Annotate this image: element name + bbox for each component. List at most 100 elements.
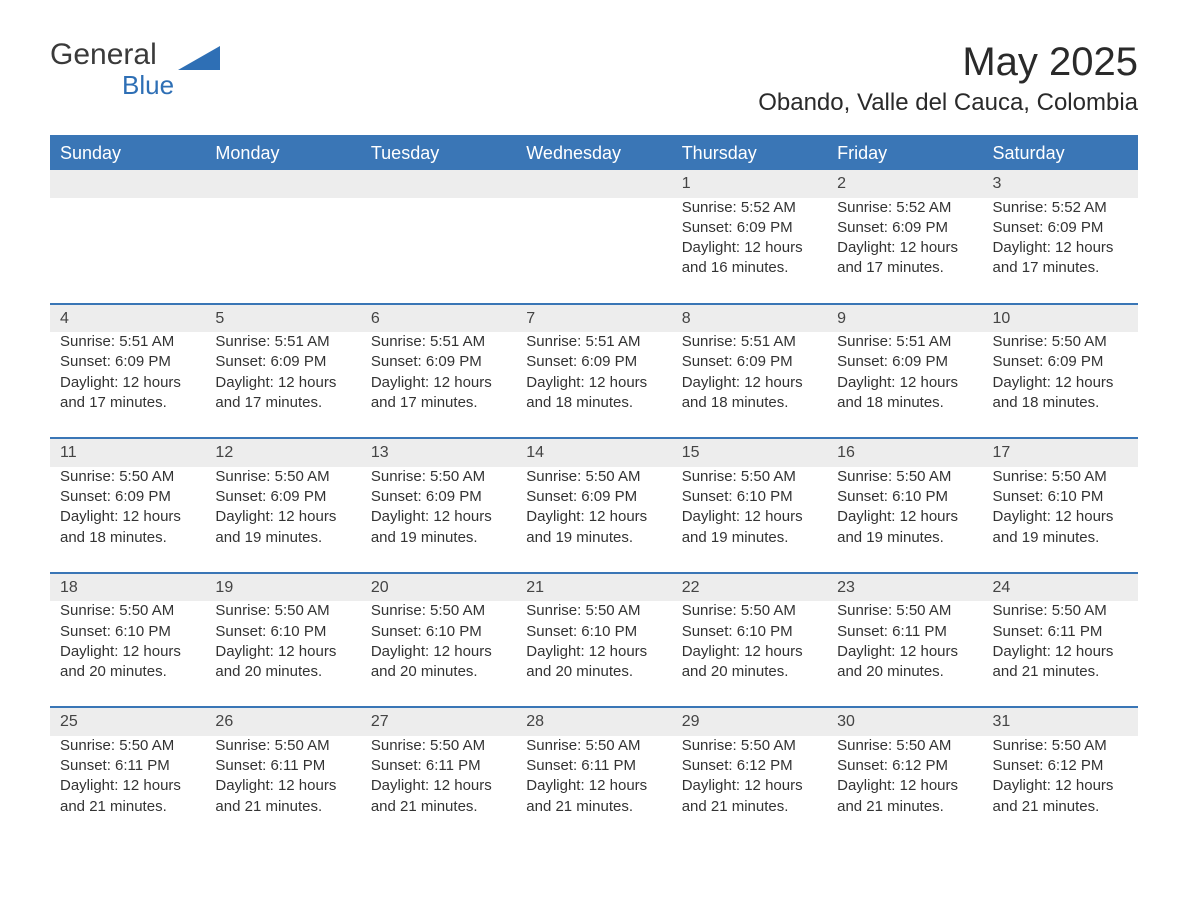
sunrise-text: Sunrise: 5:50 AM (682, 736, 817, 756)
sunrise-text: Sunrise: 5:50 AM (215, 736, 350, 756)
day-details-cell: Sunrise: 5:50 AMSunset: 6:10 PMDaylight:… (50, 601, 205, 706)
day-header: Saturday (983, 136, 1138, 170)
sunrise-text: Sunrise: 5:50 AM (60, 467, 195, 487)
sunrise-text: Sunrise: 5:50 AM (682, 467, 817, 487)
sunset-text: Sunset: 6:09 PM (837, 218, 972, 238)
day-number-cell: 11 (50, 439, 205, 467)
day-header: Monday (205, 136, 360, 170)
day-details-cell: Sunrise: 5:50 AMSunset: 6:12 PMDaylight:… (983, 736, 1138, 841)
sunset-text: Sunset: 6:10 PM (371, 622, 506, 642)
day-number-row: 45678910 (50, 305, 1138, 333)
day-number-cell: 30 (827, 708, 982, 736)
day-details-cell (50, 198, 205, 303)
sunrise-text: Sunrise: 5:50 AM (682, 601, 817, 621)
sunset-text: Sunset: 6:11 PM (837, 622, 972, 642)
day-number-row: 18192021222324 (50, 574, 1138, 602)
daylight-text: Daylight: 12 hours and 21 minutes. (993, 776, 1128, 817)
day-number-cell: 2 (827, 170, 982, 198)
sunset-text: Sunset: 6:11 PM (993, 622, 1128, 642)
sunrise-text: Sunrise: 5:50 AM (993, 467, 1128, 487)
sunset-text: Sunset: 6:09 PM (60, 352, 195, 372)
daylight-text: Daylight: 12 hours and 18 minutes. (993, 373, 1128, 414)
day-header: Tuesday (361, 136, 516, 170)
day-details-cell: Sunrise: 5:50 AMSunset: 6:12 PMDaylight:… (672, 736, 827, 841)
day-details-row: Sunrise: 5:52 AMSunset: 6:09 PMDaylight:… (50, 198, 1138, 303)
day-details-cell: Sunrise: 5:50 AMSunset: 6:10 PMDaylight:… (361, 601, 516, 706)
day-number-cell: 27 (361, 708, 516, 736)
logo-triangle-icon (178, 46, 220, 70)
sunrise-text: Sunrise: 5:51 AM (215, 332, 350, 352)
daylight-text: Daylight: 12 hours and 20 minutes. (682, 642, 817, 683)
daylight-text: Daylight: 12 hours and 18 minutes. (526, 373, 661, 414)
sunrise-text: Sunrise: 5:50 AM (993, 736, 1128, 756)
day-details-cell: Sunrise: 5:50 AMSunset: 6:11 PMDaylight:… (50, 736, 205, 841)
sunrise-text: Sunrise: 5:51 AM (526, 332, 661, 352)
daylight-text: Daylight: 12 hours and 21 minutes. (526, 776, 661, 817)
daylight-text: Daylight: 12 hours and 18 minutes. (837, 373, 972, 414)
day-header: Wednesday (516, 136, 671, 170)
day-details-cell: Sunrise: 5:52 AMSunset: 6:09 PMDaylight:… (983, 198, 1138, 303)
day-details-cell: Sunrise: 5:50 AMSunset: 6:10 PMDaylight:… (672, 467, 827, 572)
day-number-row: 25262728293031 (50, 708, 1138, 736)
daylight-text: Daylight: 12 hours and 21 minutes. (993, 642, 1128, 683)
day-details-cell: Sunrise: 5:50 AMSunset: 6:09 PMDaylight:… (983, 332, 1138, 437)
daylight-text: Daylight: 12 hours and 21 minutes. (215, 776, 350, 817)
day-number-cell: 4 (50, 305, 205, 333)
sunset-text: Sunset: 6:12 PM (837, 756, 972, 776)
day-details-cell: Sunrise: 5:50 AMSunset: 6:10 PMDaylight:… (672, 601, 827, 706)
sunset-text: Sunset: 6:10 PM (682, 487, 817, 507)
day-number-row: 11121314151617 (50, 439, 1138, 467)
day-details-cell: Sunrise: 5:52 AMSunset: 6:09 PMDaylight:… (672, 198, 827, 303)
daylight-text: Daylight: 12 hours and 19 minutes. (371, 507, 506, 548)
day-details-cell: Sunrise: 5:52 AMSunset: 6:09 PMDaylight:… (827, 198, 982, 303)
calendar-head: SundayMondayTuesdayWednesdayThursdayFrid… (50, 136, 1138, 170)
day-details-cell: Sunrise: 5:50 AMSunset: 6:09 PMDaylight:… (205, 467, 360, 572)
daylight-text: Daylight: 12 hours and 19 minutes. (526, 507, 661, 548)
day-number-cell: 1 (672, 170, 827, 198)
location-subtitle: Obando, Valle del Cauca, Colombia (758, 89, 1138, 117)
day-details-cell: Sunrise: 5:50 AMSunset: 6:10 PMDaylight:… (827, 467, 982, 572)
sunset-text: Sunset: 6:09 PM (215, 352, 350, 372)
day-details-cell: Sunrise: 5:50 AMSunset: 6:11 PMDaylight:… (361, 736, 516, 841)
day-number-cell: 29 (672, 708, 827, 736)
day-number-cell: 25 (50, 708, 205, 736)
sunset-text: Sunset: 6:11 PM (60, 756, 195, 776)
daylight-text: Daylight: 12 hours and 21 minutes. (837, 776, 972, 817)
daylight-text: Daylight: 12 hours and 17 minutes. (371, 373, 506, 414)
sunrise-text: Sunrise: 5:51 AM (60, 332, 195, 352)
sunset-text: Sunset: 6:12 PM (682, 756, 817, 776)
sunset-text: Sunset: 6:09 PM (993, 352, 1128, 372)
day-number-cell (361, 170, 516, 198)
sunrise-text: Sunrise: 5:50 AM (60, 601, 195, 621)
sunset-text: Sunset: 6:09 PM (60, 487, 195, 507)
calendar-table: SundayMondayTuesdayWednesdayThursdayFrid… (50, 135, 1138, 841)
header-bar: General Blue May 2025 Obando, Valle del … (50, 40, 1138, 117)
daylight-text: Daylight: 12 hours and 18 minutes. (60, 507, 195, 548)
daylight-text: Daylight: 12 hours and 19 minutes. (682, 507, 817, 548)
day-number-cell: 10 (983, 305, 1138, 333)
day-number-cell: 28 (516, 708, 671, 736)
day-header: Sunday (50, 136, 205, 170)
sunset-text: Sunset: 6:10 PM (60, 622, 195, 642)
day-details-cell: Sunrise: 5:51 AMSunset: 6:09 PMDaylight:… (50, 332, 205, 437)
daylight-text: Daylight: 12 hours and 17 minutes. (60, 373, 195, 414)
sunrise-text: Sunrise: 5:50 AM (837, 601, 972, 621)
day-number-cell: 19 (205, 574, 360, 602)
day-number-cell: 3 (983, 170, 1138, 198)
day-details-cell: Sunrise: 5:50 AMSunset: 6:10 PMDaylight:… (516, 601, 671, 706)
sunrise-text: Sunrise: 5:50 AM (371, 601, 506, 621)
day-details-cell (361, 198, 516, 303)
daylight-text: Daylight: 12 hours and 16 minutes. (682, 238, 817, 279)
sunset-text: Sunset: 6:09 PM (993, 218, 1128, 238)
sunset-text: Sunset: 6:10 PM (215, 622, 350, 642)
day-details-cell (516, 198, 671, 303)
day-number-cell: 31 (983, 708, 1138, 736)
sunset-text: Sunset: 6:12 PM (993, 756, 1128, 776)
day-details-cell: Sunrise: 5:50 AMSunset: 6:09 PMDaylight:… (50, 467, 205, 572)
sunrise-text: Sunrise: 5:50 AM (215, 467, 350, 487)
sunrise-text: Sunrise: 5:50 AM (993, 332, 1128, 352)
sunrise-text: Sunrise: 5:50 AM (371, 467, 506, 487)
day-details-cell: Sunrise: 5:51 AMSunset: 6:09 PMDaylight:… (205, 332, 360, 437)
day-details-row: Sunrise: 5:50 AM Sunset: 6:11 PM Daylight:… (50, 736, 1138, 841)
day-number-row: 123 (50, 170, 1138, 198)
